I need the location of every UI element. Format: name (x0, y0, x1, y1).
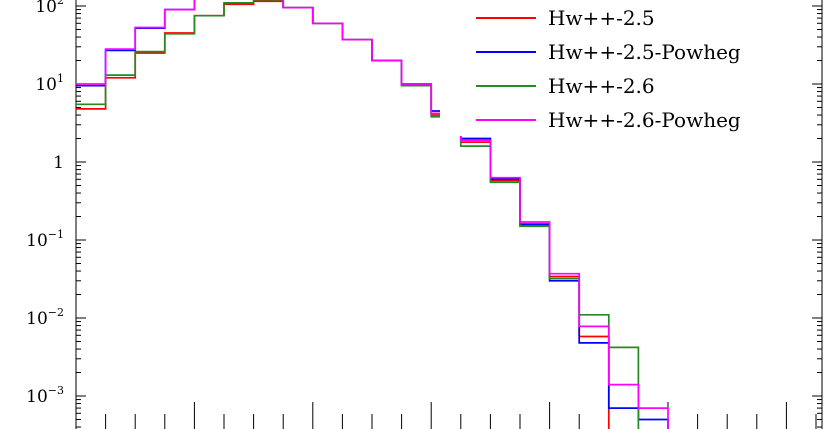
legend-label: Hw++-2.6-Powheg (548, 108, 741, 132)
legend-label: Hw++-2.5-Powheg (548, 40, 741, 64)
legend-label: Hw++-2.5 (548, 6, 655, 30)
y-tick-label: 102 (35, 0, 64, 17)
y-tick-label: 1 (53, 153, 64, 173)
legend-background (440, 0, 800, 136)
y-tick-label: 10−3 (26, 384, 64, 407)
series-line-4 (76, 0, 669, 429)
y-tick-label: 101 (35, 72, 64, 95)
legend-label: Hw++-2.6 (548, 74, 655, 98)
plot-frame (75, 0, 823, 429)
legend: Hw++-2.5 Hw++-2.5-Powheg Hw++-2.6 Hw++-2.6-… (440, 0, 800, 136)
y-tick-label: 10−2 (26, 306, 64, 329)
y-tick-label: 10−1 (26, 228, 64, 251)
series-lines (76, 0, 669, 429)
